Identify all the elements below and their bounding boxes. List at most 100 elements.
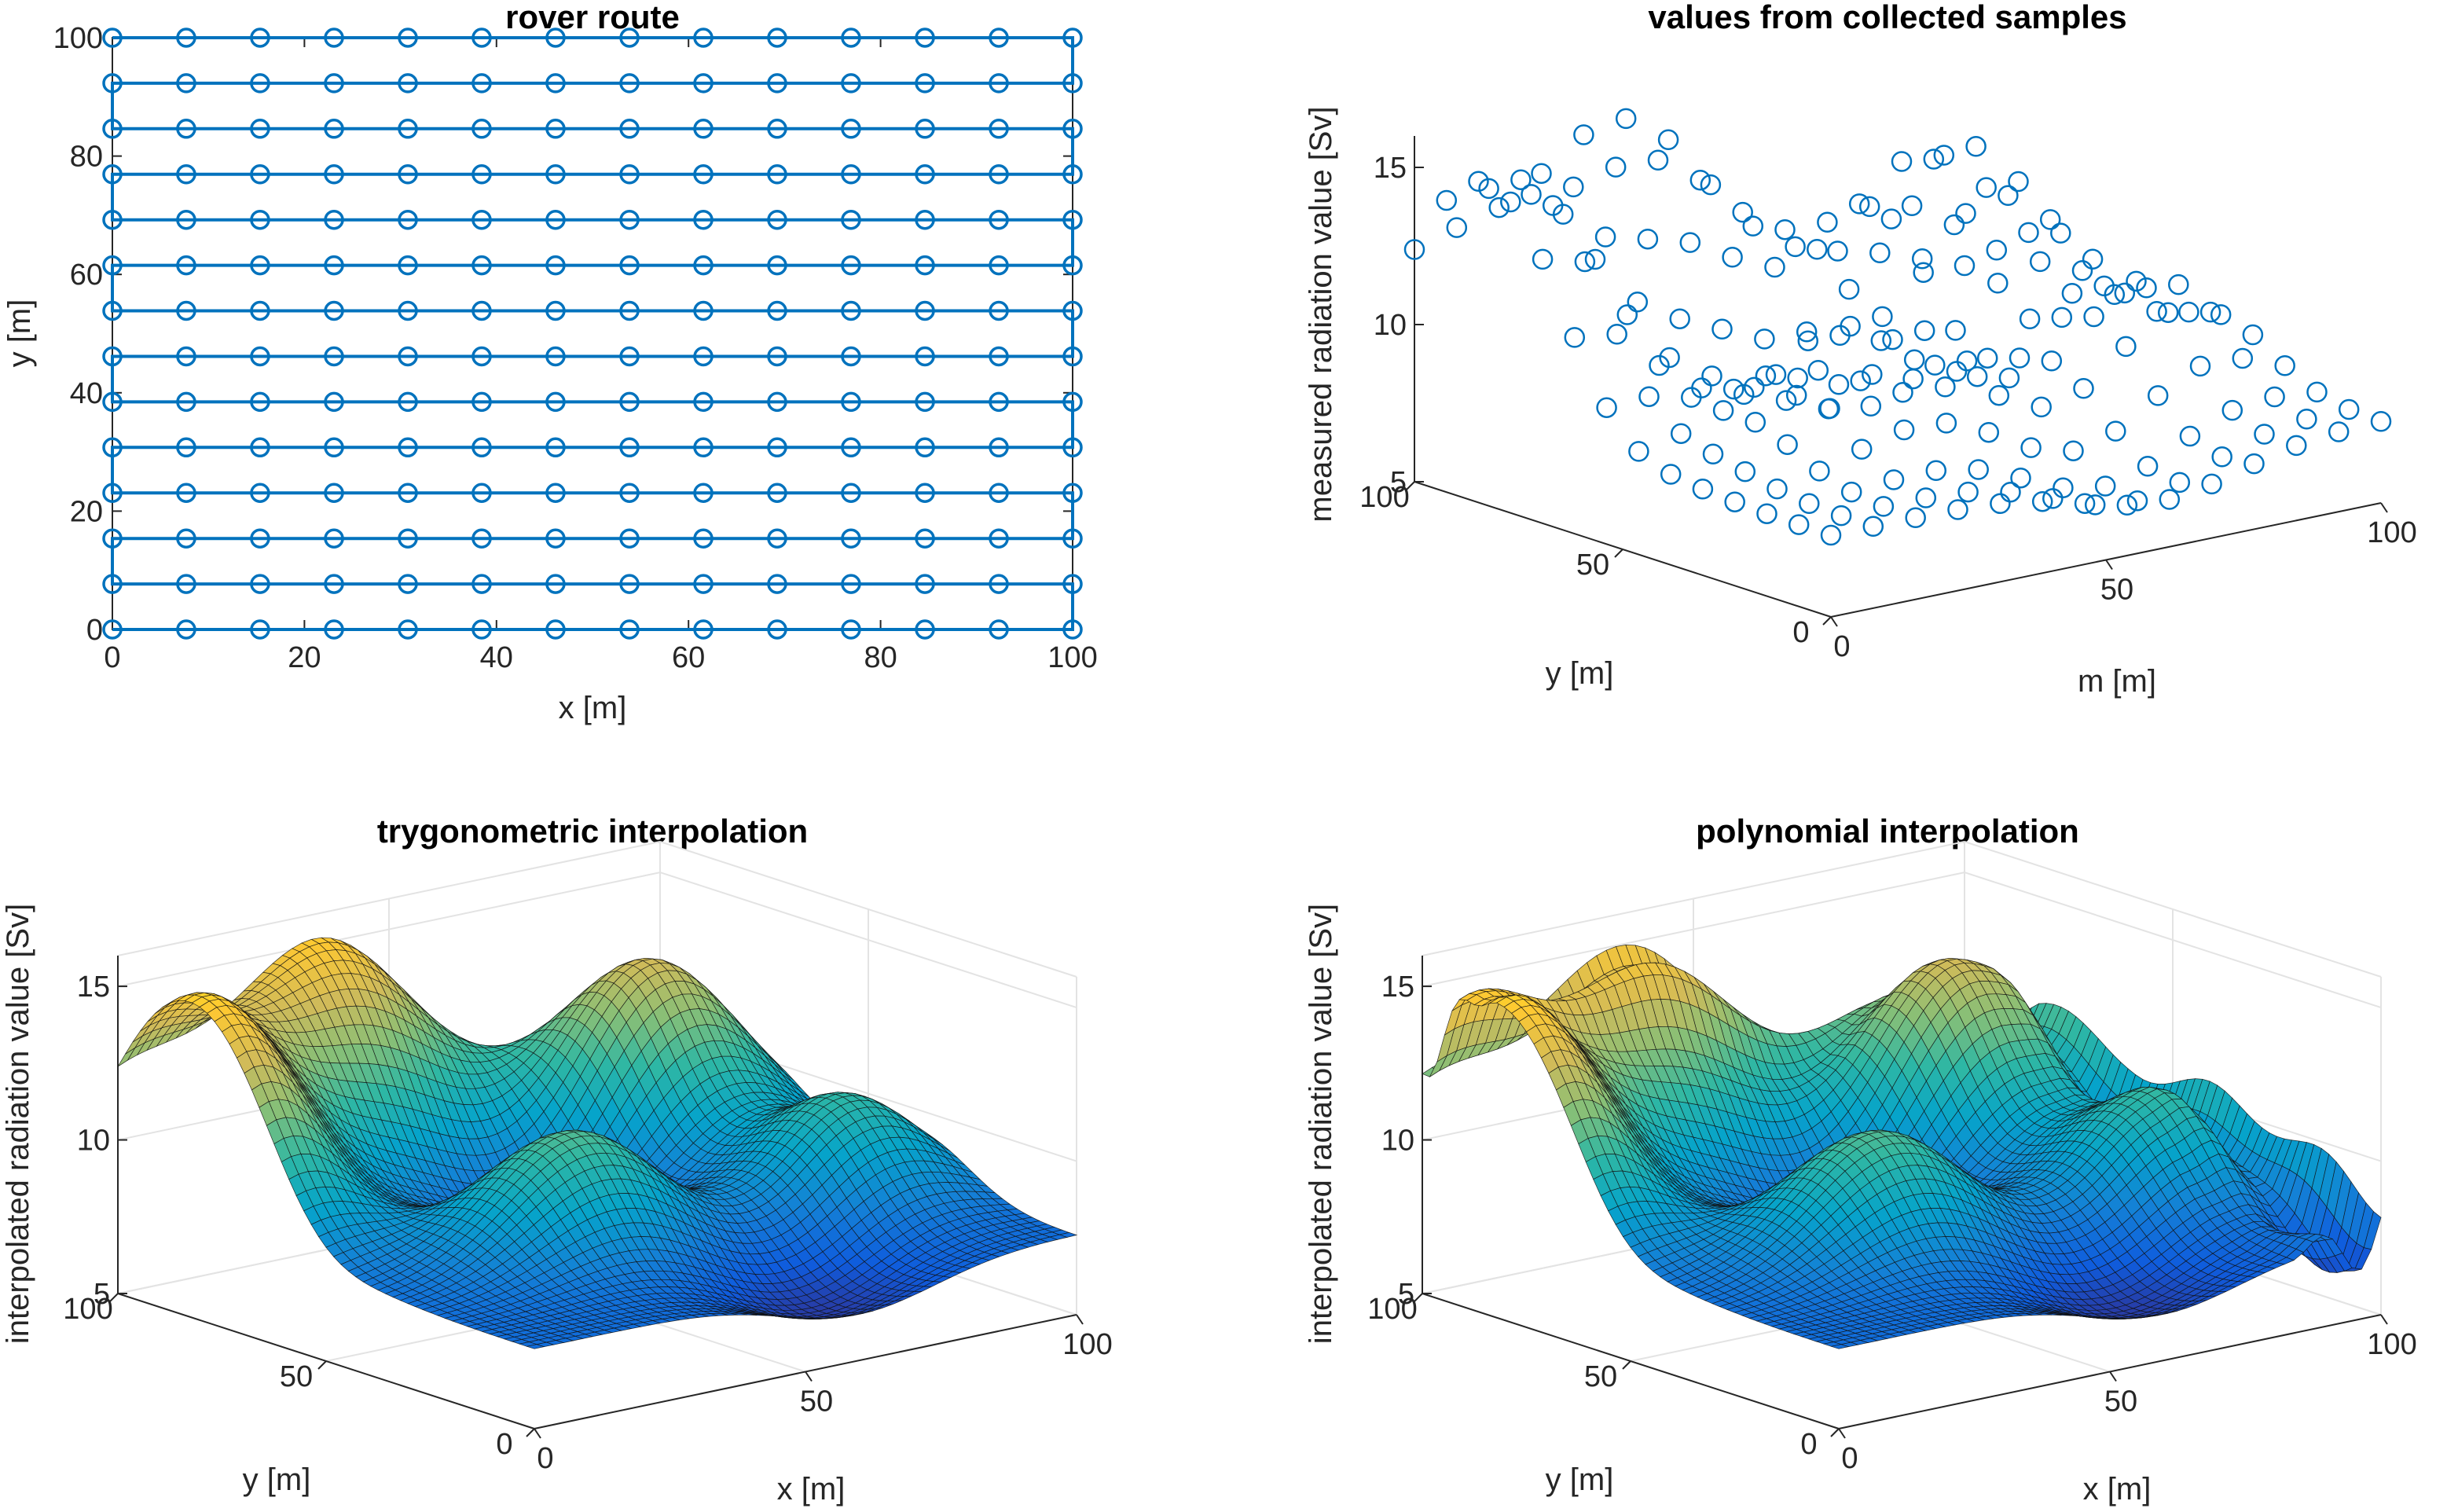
route-sample-marker bbox=[989, 437, 1009, 458]
sample-point bbox=[1500, 191, 1521, 213]
route-sample-marker bbox=[102, 119, 123, 139]
route-sample-marker bbox=[545, 619, 566, 640]
route-sample-marker bbox=[619, 255, 640, 276]
route-sample-marker bbox=[324, 73, 344, 94]
sample-point bbox=[2084, 494, 2106, 516]
route-sample-marker bbox=[619, 300, 640, 321]
sample-point bbox=[1850, 370, 1871, 391]
route-sample-marker bbox=[841, 483, 861, 503]
x-tick-label: 100 bbox=[1047, 641, 1097, 674]
sample-point bbox=[2221, 399, 2243, 421]
sample-point bbox=[1722, 378, 1744, 400]
sample-point bbox=[1744, 376, 1765, 398]
route-sample-marker bbox=[619, 528, 640, 549]
sample-point bbox=[1966, 365, 1988, 387]
x-tick-label: 50 bbox=[800, 1385, 833, 1418]
route-sample-marker bbox=[619, 73, 640, 94]
sample-point bbox=[1998, 367, 2020, 389]
route-sample-marker bbox=[176, 391, 196, 413]
route-sample-marker bbox=[619, 209, 640, 230]
sample-point bbox=[2210, 304, 2232, 325]
route-sample-marker bbox=[841, 437, 861, 458]
route-sample-marker bbox=[693, 391, 714, 413]
sample-point bbox=[1880, 208, 1902, 229]
sample-point bbox=[1892, 382, 1913, 403]
y-tick-mark bbox=[1622, 1360, 1631, 1370]
route-sample-marker bbox=[324, 28, 344, 48]
route-sample-marker bbox=[915, 119, 935, 139]
route-sample-marker bbox=[176, 255, 196, 276]
route-sample-marker bbox=[693, 164, 714, 185]
sample-point bbox=[1935, 376, 1956, 398]
route-sample-marker bbox=[471, 619, 492, 640]
sample-point bbox=[1901, 195, 1923, 217]
z-tick-label: 10 bbox=[1374, 309, 1407, 342]
sample-point bbox=[1955, 203, 1976, 224]
sample-point bbox=[2039, 209, 2061, 230]
route-sample-marker bbox=[545, 119, 566, 139]
sample-point bbox=[2041, 350, 2063, 372]
sample-point bbox=[1987, 273, 2009, 294]
route-sample-marker bbox=[693, 346, 714, 367]
route-sample-marker bbox=[989, 483, 1009, 503]
route-sample-marker bbox=[398, 574, 418, 594]
sample-point bbox=[2168, 273, 2189, 295]
sample-point bbox=[2232, 347, 2254, 369]
sample-point bbox=[1947, 499, 1968, 520]
sample-point bbox=[1702, 443, 1724, 465]
sample-point bbox=[1891, 151, 1913, 172]
route-sample-marker bbox=[989, 164, 1009, 185]
route-sample-marker bbox=[324, 300, 344, 321]
route-sample-marker bbox=[176, 574, 196, 594]
y-tick-mark bbox=[317, 1360, 327, 1370]
sample-point bbox=[2286, 435, 2307, 457]
route-sample-marker bbox=[545, 300, 566, 321]
sample-point bbox=[1838, 278, 1860, 300]
sample-point bbox=[1478, 178, 1499, 200]
x-tick-mark bbox=[2380, 502, 2388, 513]
sample-point bbox=[2019, 308, 2041, 330]
sample-point bbox=[1742, 215, 1764, 237]
sample-point bbox=[2051, 306, 2073, 328]
sample-point bbox=[2029, 251, 2051, 273]
sample-point bbox=[1905, 507, 1926, 529]
route-line bbox=[111, 36, 1074, 631]
sample-point bbox=[2073, 378, 2094, 399]
sample-point bbox=[1925, 460, 1947, 482]
route-sample-marker bbox=[324, 164, 344, 185]
sample-point bbox=[2370, 411, 2392, 432]
z-tick-label: 5 bbox=[1390, 466, 1407, 499]
sample-point bbox=[2211, 446, 2232, 468]
route-sample-marker bbox=[693, 483, 714, 503]
poly-surface bbox=[1422, 945, 2382, 1349]
route-sample-marker bbox=[989, 255, 1009, 276]
z-tick-label: 15 bbox=[77, 971, 110, 1004]
sample-point bbox=[1615, 108, 1637, 130]
samples-zlabel: measured radiation value [Sv] bbox=[1304, 106, 1338, 522]
y-tick-mark bbox=[1830, 1428, 1840, 1437]
sample-point bbox=[2083, 306, 2104, 328]
trig-surface bbox=[117, 937, 1078, 1349]
y-tick-label: 0 bbox=[496, 1428, 512, 1461]
route-sample-marker bbox=[989, 300, 1009, 321]
route-sample-marker bbox=[1062, 574, 1083, 594]
route-sample-marker bbox=[767, 300, 787, 321]
sample-point bbox=[1978, 421, 2000, 443]
sample-point bbox=[1606, 324, 1627, 345]
route-sample-marker bbox=[176, 528, 196, 549]
route-sample-marker bbox=[915, 391, 935, 413]
y-tick-label: 0 bbox=[1800, 1428, 1817, 1461]
samples-title: values from collected samples bbox=[1648, 0, 2126, 35]
sample-point bbox=[2031, 490, 2053, 512]
route-sample-marker bbox=[250, 574, 270, 594]
z-tick-label: 5 bbox=[1398, 1278, 1414, 1311]
route-sample-marker bbox=[398, 255, 418, 276]
route-sample-marker bbox=[767, 119, 787, 139]
y-tick-mark bbox=[1406, 481, 1415, 490]
sample-point bbox=[1446, 217, 1468, 238]
route-sample-marker bbox=[398, 73, 418, 94]
route-sample-marker bbox=[250, 164, 270, 185]
route-sample-marker bbox=[841, 209, 861, 230]
sample-point bbox=[1957, 481, 1979, 503]
